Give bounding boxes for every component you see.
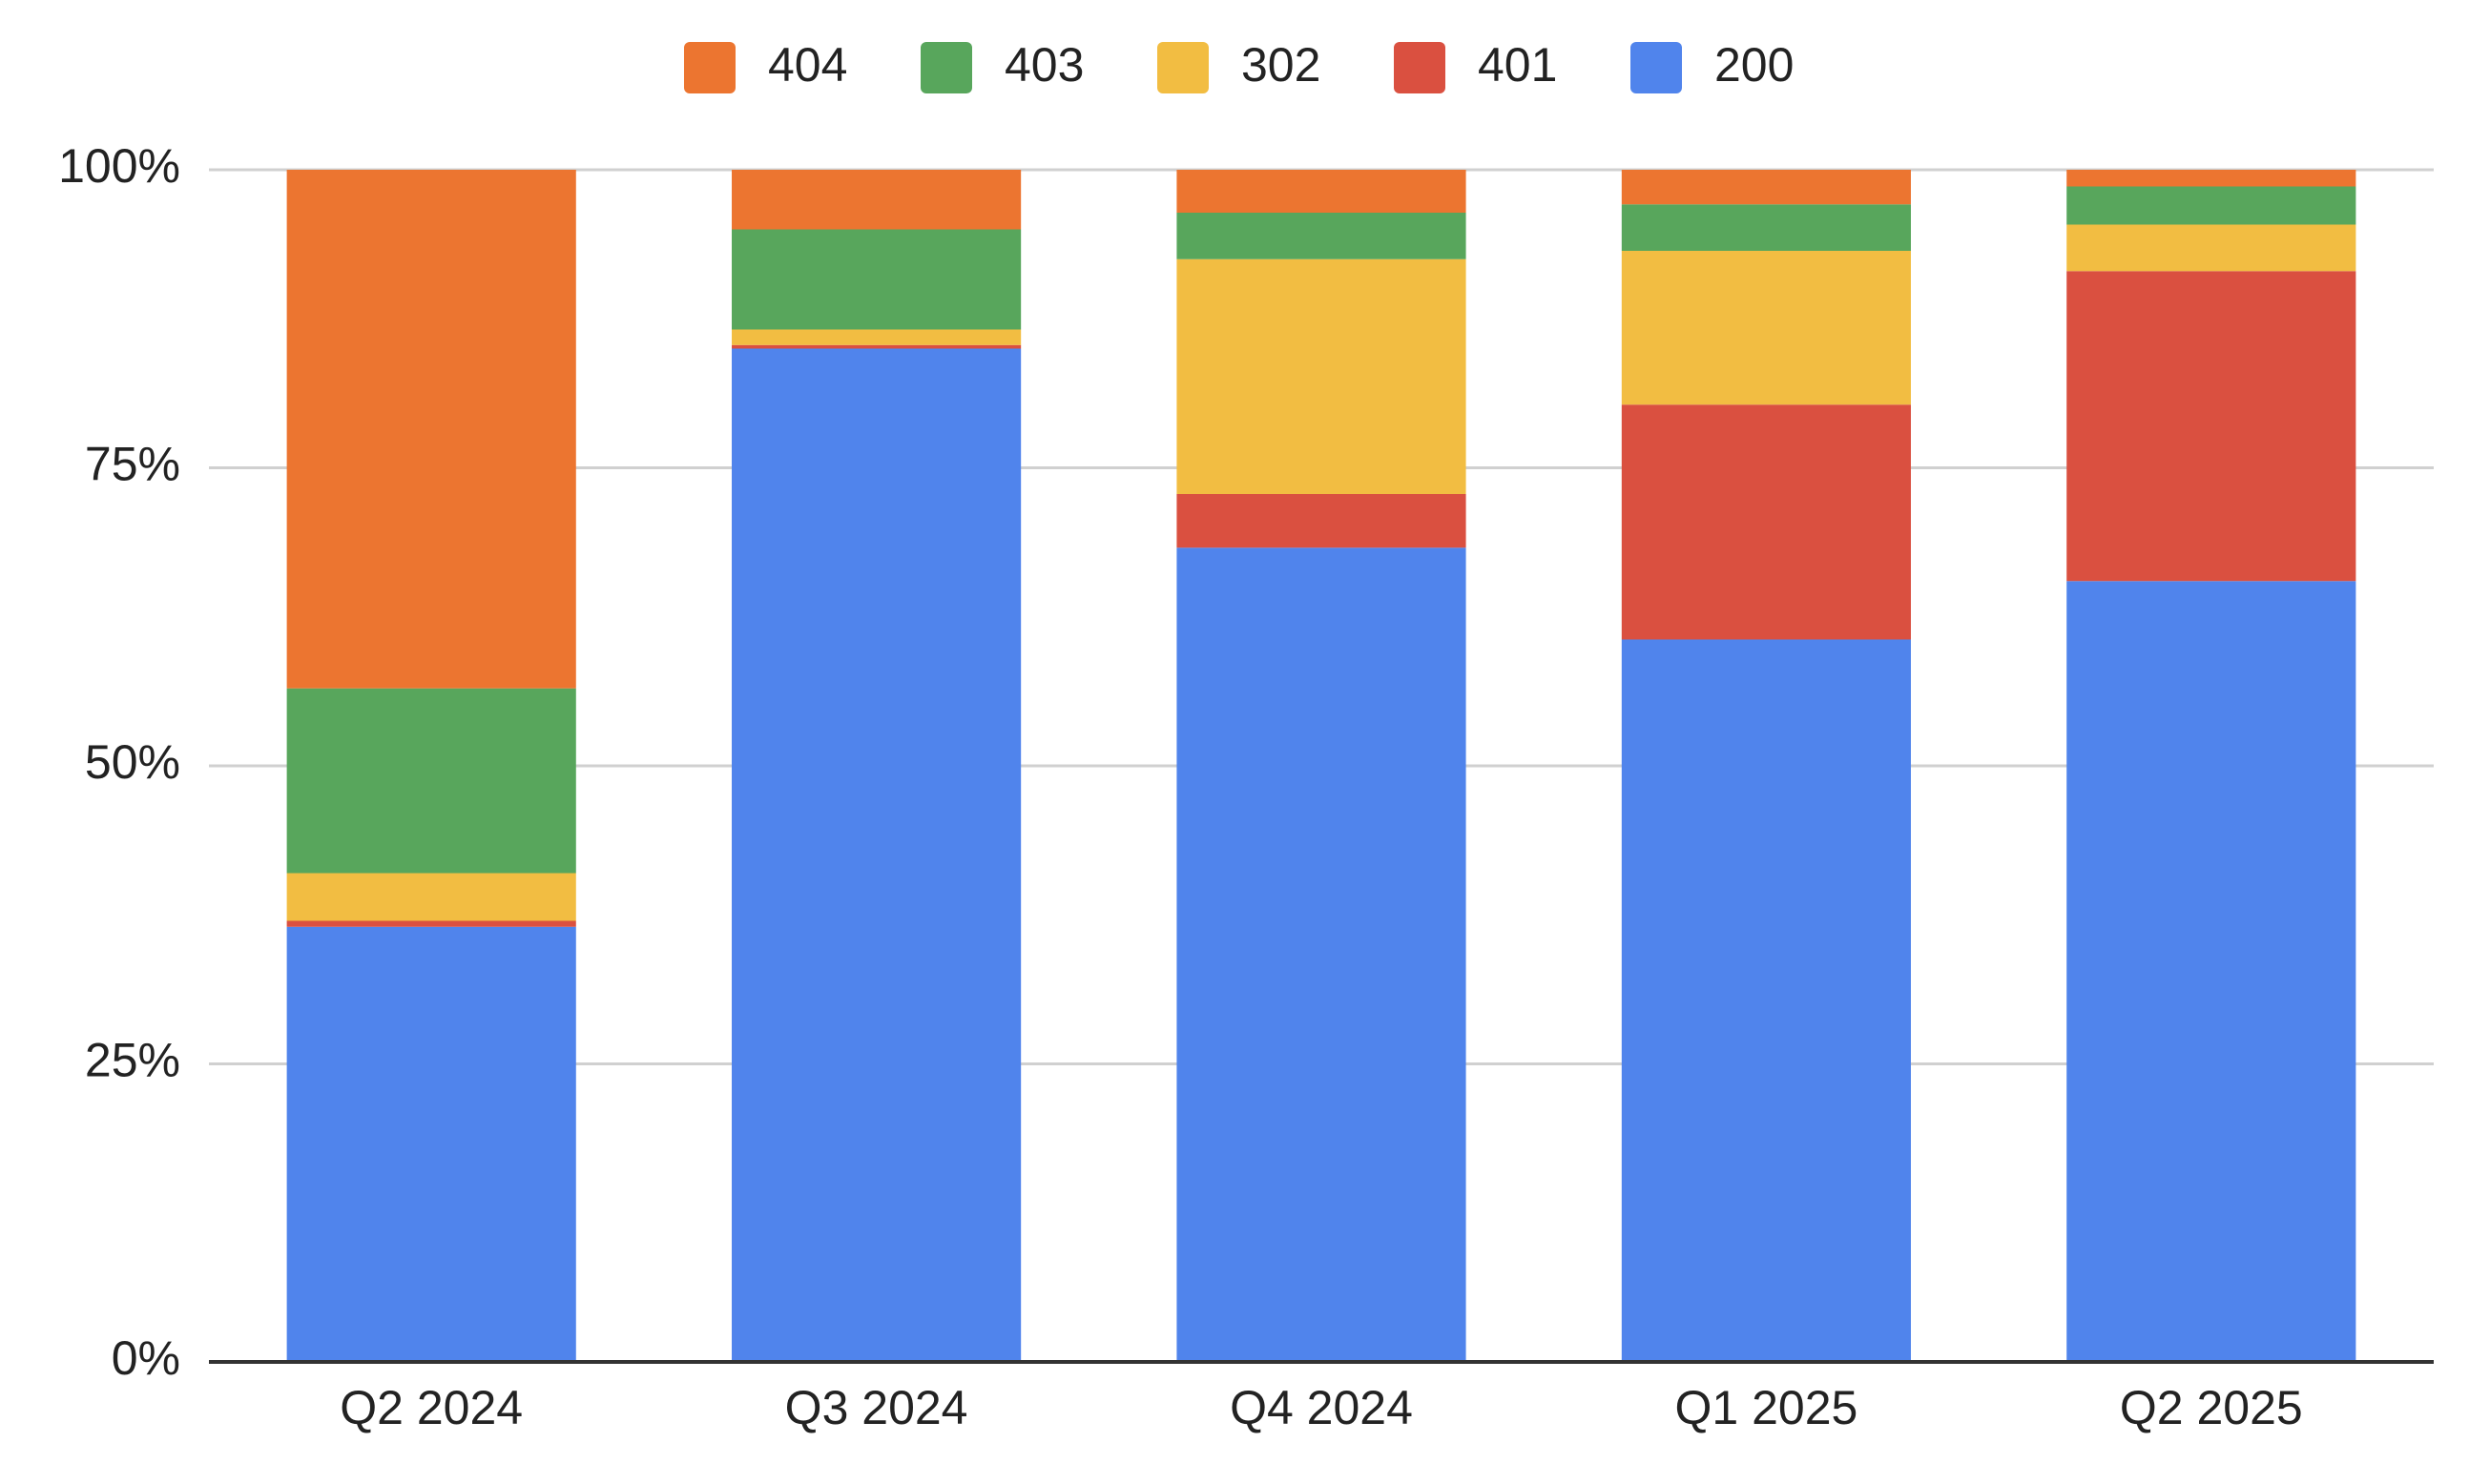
y-tick-label: 50% — [85, 735, 180, 789]
bar-segment — [2066, 224, 2356, 272]
x-tick-label: Q2 2024 — [340, 1381, 523, 1434]
legend-label: 401 — [1478, 38, 1557, 92]
bar-segment — [1621, 639, 1911, 1362]
bar-segment — [1176, 213, 1466, 259]
legend-swatch — [1394, 42, 1445, 93]
bar-segment — [732, 344, 1022, 349]
legend-label: 200 — [1714, 38, 1794, 92]
legend-swatch — [1630, 42, 1682, 93]
bar-segment — [1621, 170, 1911, 205]
bar-segment — [286, 873, 576, 921]
bar-segment — [1176, 258, 1466, 494]
x-tick-label: Q1 2025 — [1674, 1381, 1857, 1434]
legend-label: 302 — [1241, 38, 1320, 92]
bar-segment — [286, 688, 576, 874]
bar-segment — [286, 920, 576, 927]
bar-segment — [2066, 271, 2356, 582]
bar-segment — [2066, 186, 2356, 225]
bar-segment — [2066, 170, 2356, 187]
bar-segment — [2066, 581, 2356, 1362]
bar-segment — [1621, 251, 1911, 405]
legend-swatch — [684, 42, 736, 93]
bar-segment — [1176, 494, 1466, 548]
bar-segment — [1176, 170, 1466, 213]
x-tick-label: Q3 2024 — [785, 1381, 968, 1434]
bar-segment — [732, 329, 1022, 345]
legend-label: 403 — [1005, 38, 1084, 92]
bar-segment — [286, 170, 576, 689]
bar-segment — [1176, 547, 1466, 1362]
x-tick-label: Q2 2025 — [2120, 1381, 2303, 1434]
legend-swatch — [1157, 42, 1209, 93]
y-tick-label: 100% — [58, 139, 180, 193]
bar-segment — [286, 926, 576, 1362]
bar-segment — [1621, 404, 1911, 640]
bar-segment — [732, 170, 1022, 230]
y-tick-label: 0% — [112, 1331, 180, 1385]
bar-segment — [732, 348, 1022, 1362]
bar-segment — [732, 229, 1022, 330]
legend-swatch — [921, 42, 972, 93]
bar-segment — [1621, 204, 1911, 251]
x-tick-label: Q4 2024 — [1230, 1381, 1413, 1434]
y-tick-label: 25% — [85, 1034, 180, 1087]
y-tick-label: 75% — [85, 438, 180, 491]
legend-label: 404 — [768, 38, 847, 92]
